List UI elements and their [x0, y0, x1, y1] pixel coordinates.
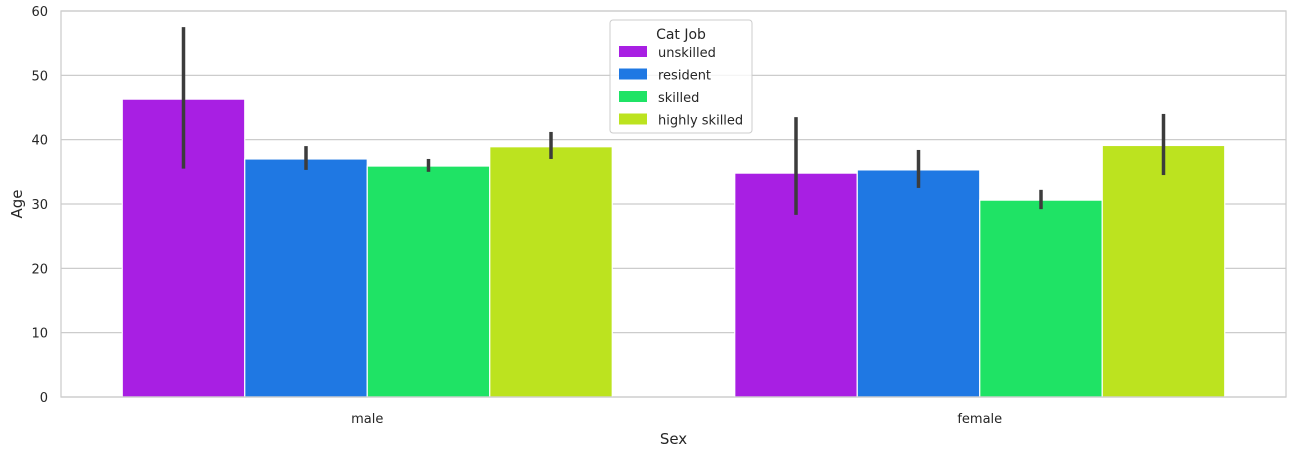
legend-label: unskilled — [658, 46, 716, 61]
bar-skilled-female — [979, 199, 1103, 398]
legend-label: resident — [658, 69, 711, 84]
legend-swatch-unskilled — [619, 46, 647, 57]
y-tick-label: 60 — [31, 5, 48, 20]
y-axis-label: Age — [8, 189, 26, 218]
bar-resident-male — [244, 158, 368, 398]
x-tick-label: male — [351, 412, 383, 427]
y-tick-labels: 0 10 20 30 40 50 60 — [31, 5, 48, 406]
bar-highly-skilled-male — [489, 146, 613, 398]
y-tick-label: 0 — [40, 391, 48, 406]
bar-resident-female — [856, 169, 981, 398]
error-bars — [181, 27, 1166, 215]
legend-items: unskilled resident skilled highly skilled — [619, 46, 743, 129]
y-tick-label: 50 — [31, 69, 48, 84]
y-tick-label: 40 — [31, 134, 48, 149]
legend-swatch-highly-skilled — [619, 113, 647, 125]
y-tick-label: 30 — [31, 198, 48, 213]
legend-swatch-resident — [619, 68, 647, 80]
x-tick-labels: male female — [351, 412, 1002, 427]
x-tick-label: female — [957, 412, 1002, 427]
plot-frame — [60, 10, 1287, 398]
bars — [121, 98, 1226, 398]
y-tick-label: 10 — [31, 327, 48, 342]
legend-label: highly skilled — [658, 114, 743, 129]
y-tick-label: 20 — [31, 262, 48, 277]
bar-skilled-male — [366, 165, 491, 398]
legend-title: Cat Job — [656, 27, 706, 43]
legend: Cat Job unskilled resident skilled highly s… — [609, 19, 753, 134]
bar-highly-skilled-female — [1101, 144, 1226, 398]
legend-label: skilled — [658, 91, 699, 106]
x-axis-label: Sex — [660, 430, 687, 448]
legend-swatch-skilled — [619, 91, 647, 102]
